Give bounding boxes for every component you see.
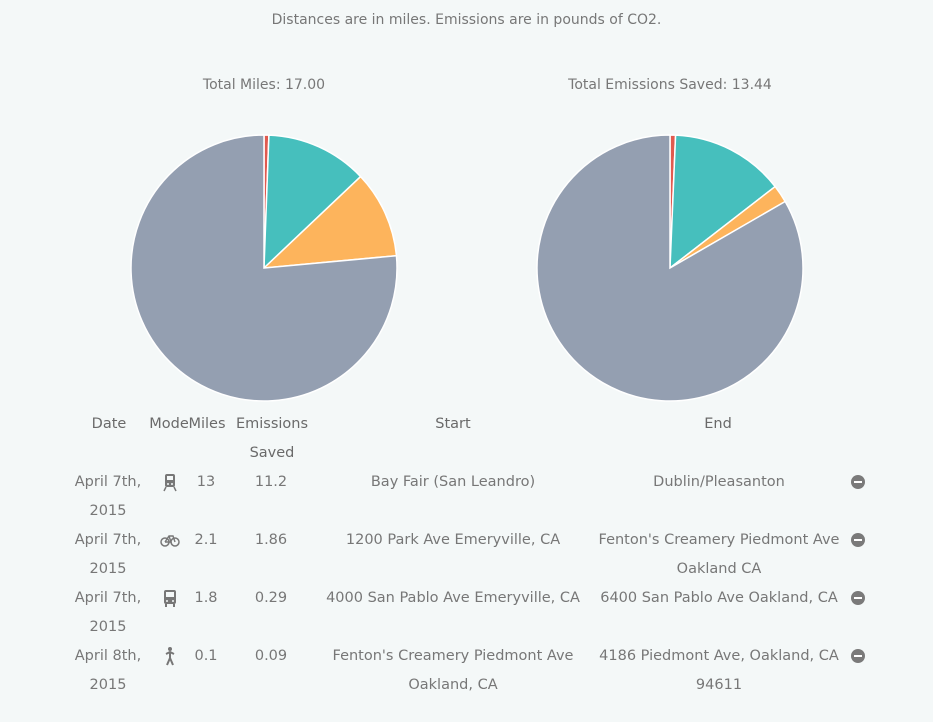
date-cell: April 7th, xyxy=(74,474,142,490)
units-note: Distances are in miles. Emissions are in… xyxy=(271,12,662,28)
remove-trip-button[interactable] xyxy=(851,533,865,547)
pie-slice-1 xyxy=(263,134,362,270)
bicycle-icon xyxy=(160,530,180,550)
header-end: End xyxy=(704,416,732,432)
pie-slice-3 xyxy=(536,134,804,402)
remove-trip-button[interactable] xyxy=(851,591,865,605)
date-cell: April 8th, xyxy=(74,648,142,664)
date-year-cell: 2015 xyxy=(89,619,127,635)
end-cell-line2: Oakland CA xyxy=(676,561,762,577)
end-cell: 6400 San Pablo Ave Oakland, CA xyxy=(600,590,838,606)
emissions-chart-title: Total Emissions Saved: 13.44 xyxy=(568,77,772,93)
header-date: Date xyxy=(91,416,127,432)
end-cell-line2: 94611 xyxy=(695,677,743,693)
header-mode: Mode xyxy=(149,416,189,432)
emissions-cell: 1.86 xyxy=(254,532,288,548)
remove-trip-button[interactable] xyxy=(851,649,865,663)
remove-trip-button[interactable] xyxy=(851,475,865,489)
emissions-cell: 11.2 xyxy=(254,474,288,490)
miles-cell: 0.1 xyxy=(194,648,218,664)
start-cell: 1200 Park Ave Emeryville, CA xyxy=(345,532,561,548)
bus-icon xyxy=(160,588,180,608)
start-cell: 4000 San Pablo Ave Emeryville, CA xyxy=(326,590,580,606)
miles-cell: 2.1 xyxy=(194,532,218,548)
emissions-cell: 0.09 xyxy=(254,648,288,664)
miles-cell: 13 xyxy=(196,474,216,490)
date-year-cell: 2015 xyxy=(89,561,127,577)
start-cell: Bay Fair (San Leandro) xyxy=(370,474,536,490)
end-cell: Dublin/Pleasanton xyxy=(653,474,785,490)
date-cell: April 7th, xyxy=(74,532,142,548)
start-cell: Fenton's Creamery Piedmont Ave xyxy=(332,648,574,664)
miles-pie-chart xyxy=(130,134,398,402)
miles-chart-title: Total Miles: 17.00 xyxy=(202,77,326,93)
date-year-cell: 2015 xyxy=(89,677,127,693)
pie-slice-3 xyxy=(130,134,398,402)
header-miles: Miles xyxy=(188,416,226,432)
walking-icon xyxy=(160,646,180,666)
emissions-pie-chart xyxy=(536,134,804,402)
emissions-cell: 0.29 xyxy=(254,590,288,606)
pie-slice-1 xyxy=(669,134,777,270)
end-cell: Fenton's Creamery Piedmont Ave xyxy=(598,532,840,548)
end-cell: 4186 Piedmont Ave, Oakland, CA xyxy=(599,648,839,664)
header-emissions: Emissions xyxy=(235,416,309,432)
pie-slice-2 xyxy=(261,175,398,269)
date-year-cell: 2015 xyxy=(89,503,127,519)
train-icon xyxy=(160,472,180,492)
date-cell: April 7th, xyxy=(74,590,142,606)
header-start: Start xyxy=(435,416,471,432)
header-emissions-saved: Saved xyxy=(249,445,295,461)
start-cell-line2: Oakland, CA xyxy=(408,677,498,693)
miles-cell: 1.8 xyxy=(194,590,218,606)
